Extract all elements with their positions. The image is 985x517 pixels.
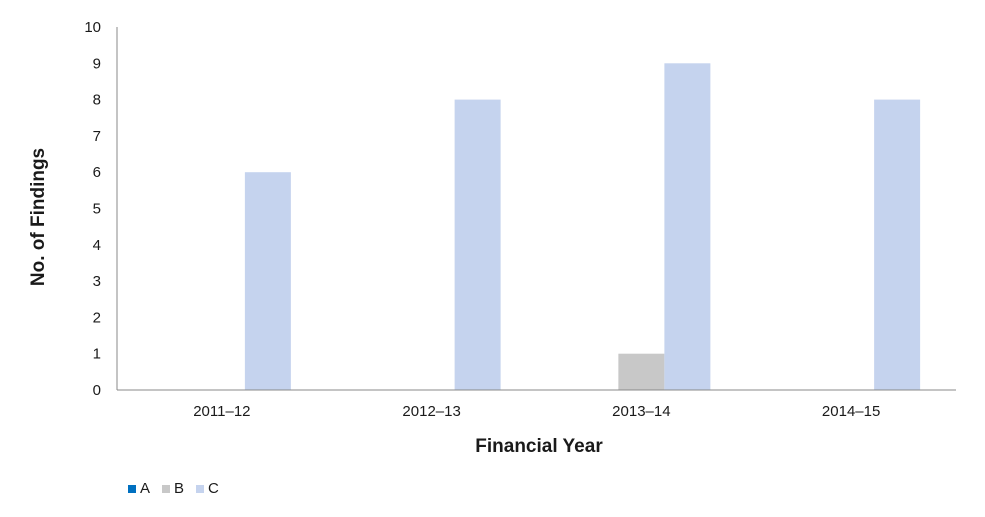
y-tick-label: 8 — [93, 92, 101, 109]
legend-swatch-c — [196, 484, 205, 493]
legend-item-a: A — [128, 480, 150, 497]
x-axis-title: Financial Year — [475, 436, 603, 457]
y-tick-label: 0 — [93, 382, 101, 399]
bar-c-1 — [454, 99, 501, 390]
y-tick-label: 9 — [93, 55, 101, 72]
y-tick-label: 6 — [93, 164, 101, 181]
y-tick-label: 5 — [93, 201, 101, 218]
y-axis-title: No. of Findings — [28, 148, 49, 286]
x-tick-labels: 2011–12 2012–13 2013–14 2014–15 — [193, 403, 880, 420]
legend-swatch-b — [162, 484, 171, 493]
legend-swatch-a — [128, 484, 136, 493]
y-tick-label: 1 — [93, 346, 101, 363]
bar-chart: 0 1 2 3 4 5 6 7 8 9 10 2011–12 2012–13 2013–14 2014–1… — [28, 19, 956, 457]
x-tick-label: 2014–15 — [822, 403, 880, 420]
bar-c-2 — [664, 63, 711, 391]
y-tick-label: 7 — [93, 128, 101, 145]
bar-b-2 — [618, 353, 665, 390]
y-tick-label: 2 — [93, 309, 101, 326]
y-tick-label: 4 — [93, 237, 101, 254]
bar-c-3 — [874, 99, 921, 390]
legend-label-b: B — [174, 480, 185, 497]
legend: A B C — [128, 480, 231, 497]
bar-c-0 — [244, 172, 291, 390]
legend-item-b: B — [162, 480, 184, 497]
legend-item-c: C — [196, 480, 219, 497]
y-tick-labels: 0 1 2 3 4 5 6 7 8 9 10 — [84, 19, 101, 399]
x-tick-label: 2012–13 — [402, 403, 460, 420]
bars — [244, 63, 921, 391]
y-tick-label: 10 — [84, 19, 101, 36]
y-tick-label: 3 — [93, 273, 101, 290]
x-tick-label: 2013–14 — [612, 403, 670, 420]
legend-label-a: A — [140, 480, 151, 497]
x-tick-label: 2011–12 — [193, 403, 250, 420]
legend-label-c: C — [208, 480, 219, 497]
